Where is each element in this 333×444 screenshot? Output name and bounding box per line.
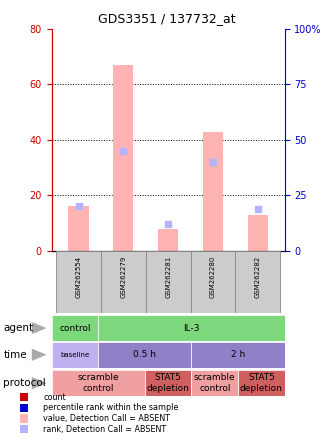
Bar <box>158 229 178 251</box>
Text: STAT5
depletion: STAT5 depletion <box>240 373 283 393</box>
Text: time: time <box>3 350 27 360</box>
Text: baseline: baseline <box>60 352 90 358</box>
Text: GSM262282: GSM262282 <box>255 256 261 298</box>
Point <box>166 221 171 228</box>
Bar <box>238 370 285 396</box>
Text: GSM262281: GSM262281 <box>165 256 171 298</box>
Bar <box>145 370 191 396</box>
Bar <box>52 342 98 368</box>
Text: protocol: protocol <box>3 378 46 388</box>
FancyBboxPatch shape <box>56 251 101 313</box>
Point <box>76 203 81 210</box>
Text: rank, Detection Call = ABSENT: rank, Detection Call = ABSENT <box>43 424 166 434</box>
Text: GSM262279: GSM262279 <box>120 256 126 298</box>
Bar <box>98 315 285 341</box>
Bar <box>52 315 98 341</box>
Polygon shape <box>32 349 46 361</box>
Bar <box>113 65 134 251</box>
Bar <box>52 370 145 396</box>
Bar <box>203 131 223 251</box>
Point <box>121 147 126 155</box>
Text: agent: agent <box>3 323 33 333</box>
Bar <box>191 370 238 396</box>
Text: 2 h: 2 h <box>231 350 245 359</box>
Bar <box>98 342 191 368</box>
Polygon shape <box>32 322 46 334</box>
Point <box>210 159 216 166</box>
Text: GSM262554: GSM262554 <box>76 256 82 298</box>
Bar <box>191 342 285 368</box>
Text: value, Detection Call = ABSENT: value, Detection Call = ABSENT <box>43 414 170 423</box>
FancyBboxPatch shape <box>146 251 190 313</box>
Text: STAT5
depletion: STAT5 depletion <box>147 373 189 393</box>
Text: GDS3351 / 137732_at: GDS3351 / 137732_at <box>98 12 235 25</box>
Text: scramble
control: scramble control <box>194 373 236 393</box>
Text: percentile rank within the sample: percentile rank within the sample <box>43 403 179 412</box>
Bar <box>248 215 268 251</box>
FancyBboxPatch shape <box>101 251 146 313</box>
FancyBboxPatch shape <box>235 251 280 313</box>
Point <box>255 205 260 212</box>
FancyBboxPatch shape <box>190 251 235 313</box>
Text: control: control <box>59 324 91 333</box>
Text: scramble
control: scramble control <box>77 373 119 393</box>
Text: 0.5 h: 0.5 h <box>133 350 157 359</box>
Text: count: count <box>43 392 66 402</box>
Bar <box>68 206 89 251</box>
Polygon shape <box>32 377 46 389</box>
Text: IL-3: IL-3 <box>183 324 200 333</box>
Text: GSM262280: GSM262280 <box>210 256 216 298</box>
